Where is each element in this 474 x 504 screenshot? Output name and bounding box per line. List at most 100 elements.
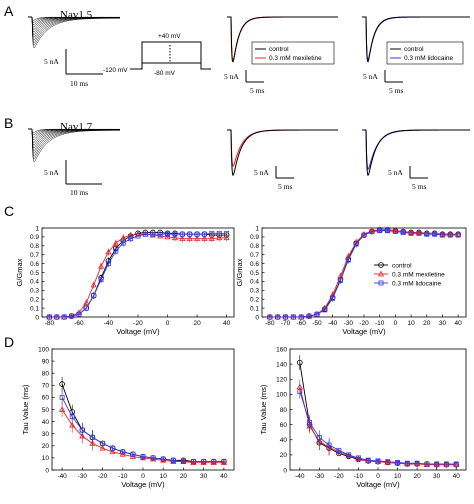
y-tick-label: 0.4	[250, 279, 259, 286]
x-tick-label: 20	[193, 320, 201, 327]
data-point	[69, 313, 74, 319]
data-point	[433, 461, 440, 468]
y-tick-label: 0	[255, 314, 259, 321]
data-point	[170, 457, 176, 463]
control-trace	[362, 129, 470, 177]
data-point	[336, 447, 342, 453]
row-b-lidocaine-scale: 5 nA 5 ms	[388, 166, 428, 191]
current-trace	[28, 16, 120, 48]
data-point	[157, 231, 163, 237]
data-point	[100, 440, 105, 446]
data-point	[443, 461, 450, 468]
data-point	[414, 460, 420, 466]
data-point	[98, 277, 104, 283]
series-triangle	[46, 231, 230, 320]
data-point	[455, 232, 461, 238]
y-tick-label: 80	[280, 407, 288, 414]
data-point	[326, 442, 332, 448]
y-tick-label: 20	[42, 443, 50, 450]
data-point	[142, 231, 148, 237]
y-tick-label: 0.7	[250, 252, 259, 259]
x-tick-label: 30	[433, 473, 441, 480]
data-point	[353, 241, 359, 247]
fit-curve	[49, 231, 227, 318]
plot-frame	[289, 348, 467, 471]
x-tick-label: 40	[220, 473, 228, 480]
y-axis-label: G/Gmax	[235, 258, 244, 286]
legend-label-lidocaine: 0.3 mM lidocaine	[404, 55, 454, 62]
x-tick-label: -40	[104, 320, 114, 327]
data-point	[150, 455, 157, 462]
x-axis-label: Voltage (mV)	[116, 327, 160, 336]
panel-label-a: A	[4, 3, 14, 19]
data-point	[290, 314, 296, 320]
data-point	[105, 248, 112, 255]
data-point	[113, 248, 119, 254]
legend-label-mexiletine: 0.3 mM mexiletine	[269, 55, 322, 62]
data-point	[356, 455, 361, 461]
data-point	[216, 234, 223, 241]
current-trace	[28, 128, 120, 163]
data-point	[140, 454, 146, 460]
data-point	[408, 230, 414, 236]
data-point	[216, 230, 222, 236]
data-point	[120, 449, 126, 455]
data-point	[275, 314, 281, 320]
y-tick-label: 140	[276, 361, 287, 368]
data-point	[322, 307, 328, 313]
legend-label: 0.3 mM mexiletine	[392, 271, 445, 278]
protocol-mid-voltage: -80 mV	[154, 70, 176, 77]
y-tick-label: 0.1	[30, 305, 39, 312]
x-tick-label: -70	[281, 320, 291, 327]
series-triangle	[296, 379, 460, 468]
series-line	[61, 397, 224, 462]
data-point	[392, 229, 398, 235]
x-tick-label: -30	[315, 473, 325, 480]
y-tick-label: 20	[280, 452, 288, 459]
y-tick-label: 1	[255, 225, 259, 232]
y-tick-label: 30	[42, 431, 50, 438]
data-point	[208, 235, 215, 242]
data-point	[186, 235, 193, 242]
y-tick-label: 100	[38, 346, 49, 353]
data-point	[283, 314, 288, 320]
data-point	[224, 230, 230, 236]
control-trace	[227, 129, 338, 177]
data-point	[220, 459, 227, 466]
x-axis-label: Voltage (mV)	[356, 480, 400, 489]
row-b-scale-bar: 5 nA 10 ms	[44, 160, 102, 197]
data-point	[59, 394, 65, 400]
row-b-mex-scale-current: 5 nA	[254, 168, 269, 177]
data-point	[79, 432, 86, 439]
data-point	[69, 414, 75, 420]
y-tick-label: 0	[45, 467, 49, 474]
data-point	[424, 231, 430, 237]
row-b-lid-scale-time: 5 ms	[412, 182, 426, 191]
data-point	[89, 440, 96, 446]
data-point	[150, 455, 156, 461]
row-b-scale-current-label: 5 nA	[44, 168, 59, 177]
data-point	[453, 461, 459, 467]
data-point	[223, 234, 230, 241]
data-point	[432, 231, 438, 237]
series-line	[299, 391, 457, 465]
data-point	[200, 459, 207, 466]
data-point	[59, 406, 66, 412]
y-tick-label: 50	[42, 407, 50, 414]
data-point	[210, 459, 217, 466]
fit-curve	[49, 233, 227, 318]
y-tick-label: 160	[276, 346, 287, 353]
data-point	[150, 231, 156, 237]
data-point	[135, 233, 141, 239]
data-point	[69, 422, 76, 428]
y-tick-label: 0.9	[250, 234, 259, 241]
x-tick-label: 30	[200, 473, 208, 480]
data-point	[59, 381, 65, 387]
data-point	[90, 434, 95, 440]
x-tick-label: -10	[354, 473, 364, 480]
data-point	[91, 293, 97, 299]
x-tick-label: 0	[141, 473, 145, 480]
x-tick-label: 40	[223, 320, 231, 327]
data-point	[345, 257, 351, 263]
protocol-top-voltage: +40 mV	[158, 33, 181, 40]
